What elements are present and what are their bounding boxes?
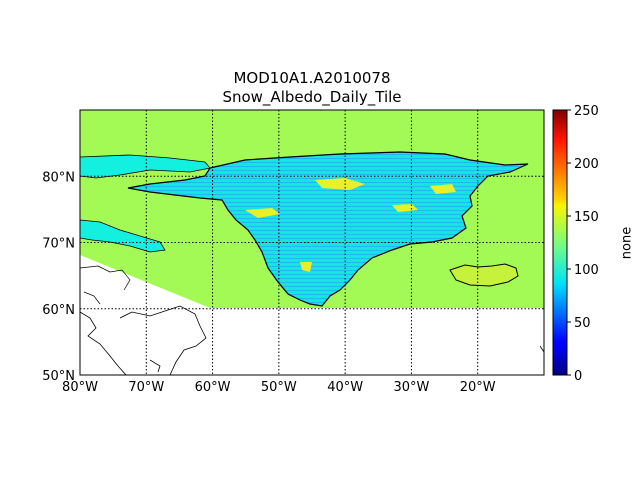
lat-tick-label: 50°N [42,369,75,384]
greenland-ice-sheet [127,151,529,307]
colorbar-frame [552,109,568,376]
colorbar-tick-label: 200 [574,157,599,172]
lon-tick-label: 80°W [62,380,98,395]
colorbar-tick-label: 0 [574,369,582,384]
lat-tick-label: 60°N [42,303,75,318]
lon-tick-labels: 80°W 70°W 60°W 50°W 40°W 30°W 20°W [62,380,496,395]
map-area [80,110,544,375]
colorbar-tick-label: 50 [574,316,591,331]
baffin-region-ice [80,219,166,253]
colorbar-tick-label: 100 [574,263,599,278]
colorbar: 0 50 100 150 200 250 none [552,104,635,384]
ellesmere-island [80,154,211,179]
lon-tick-label: 30°W [393,380,429,395]
figure-title-line1: MOD10A1.A2010078 [233,69,391,87]
colorbar-label: none [620,227,635,259]
lon-tick-label: 20°W [460,380,496,395]
hudson-coast [80,265,131,305]
lat-tick-label: 70°N [42,237,75,252]
map-frame [79,109,545,376]
lat-tick-labels: 50°N 60°N 70°N 80°N [42,170,75,384]
lat-tick-label: 80°N [42,170,75,185]
colorbar-tick-label: 250 [574,104,599,119]
labrador-coastlines [80,305,544,375]
lon-tick-label: 40°W [327,380,363,395]
figure-title-line2: Snow_Albedo_Daily_Tile [222,88,402,106]
colorbar-ticks: 0 50 100 150 200 250 [567,104,599,384]
colorbar-tick-label: 150 [574,210,599,225]
iceland [449,263,519,287]
colorbar-gradient [553,110,567,375]
lon-tick-label: 60°W [195,380,231,395]
lon-tick-label: 70°W [128,380,164,395]
lon-tick-label: 50°W [261,380,297,395]
